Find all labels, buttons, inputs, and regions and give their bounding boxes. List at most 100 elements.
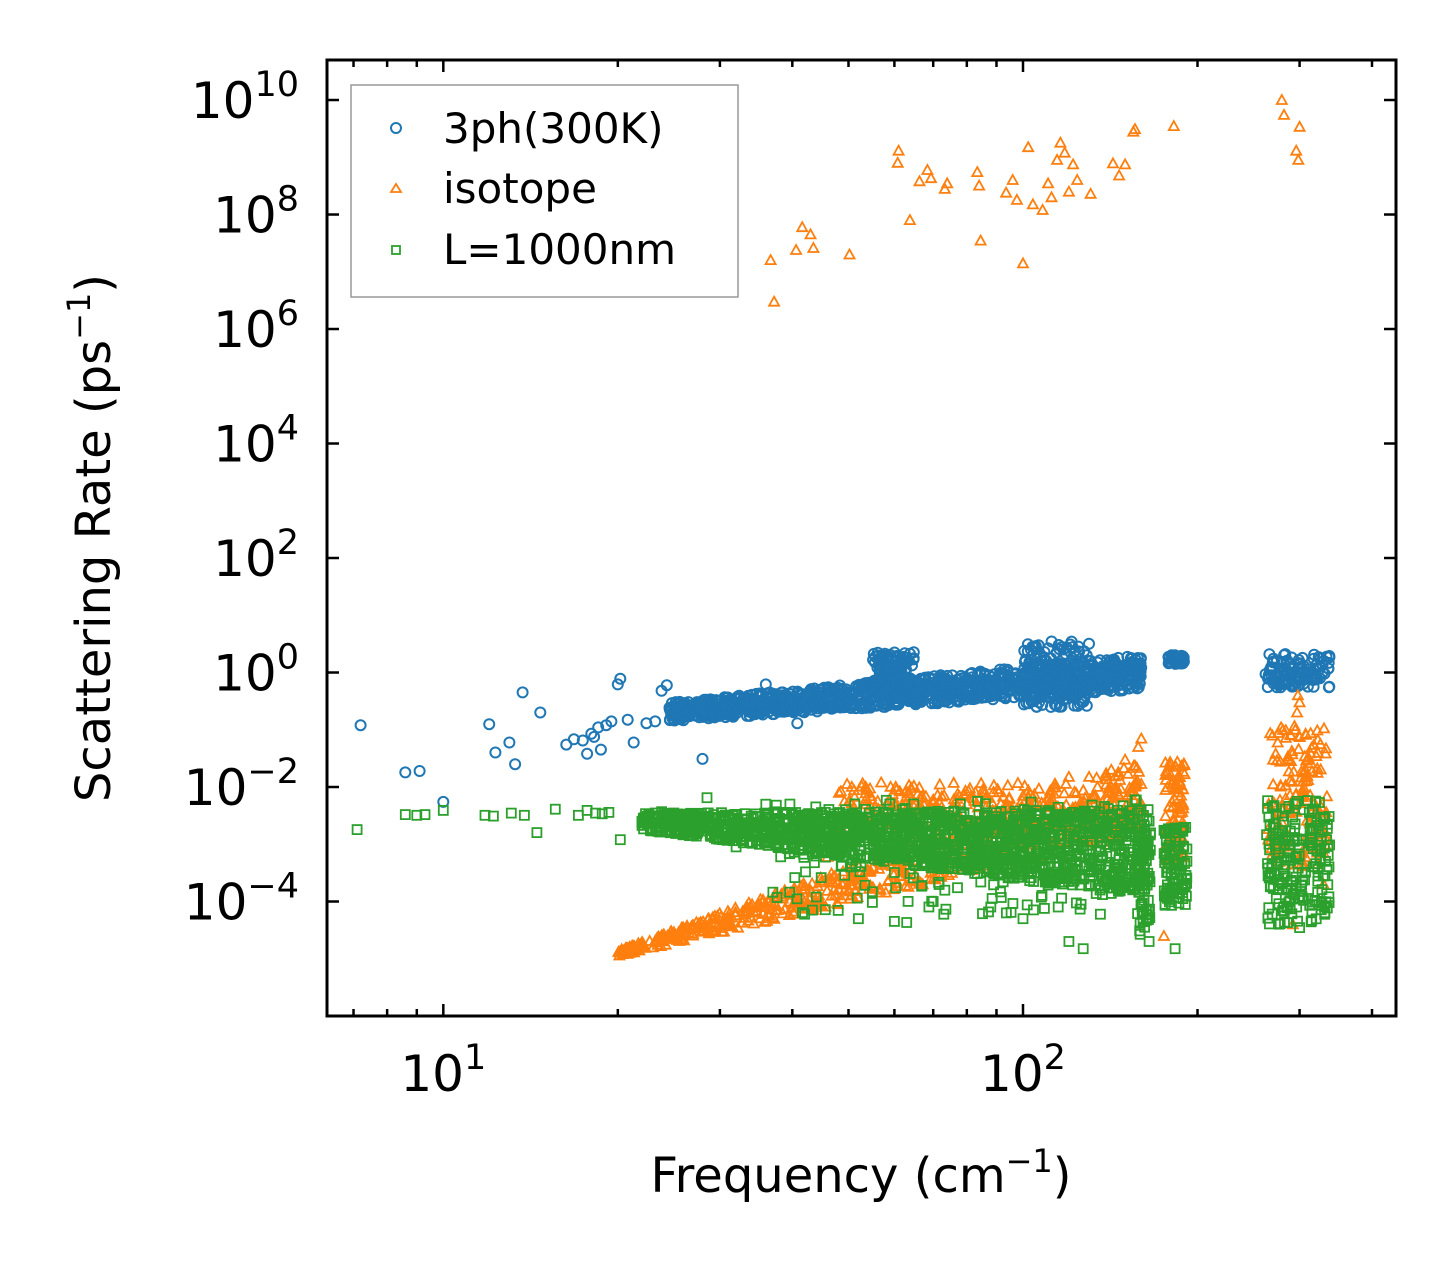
data-point <box>1117 761 1131 774</box>
data-point <box>918 840 930 852</box>
data-point <box>1134 844 1145 856</box>
data-point <box>1027 691 1040 704</box>
data-point <box>1285 775 1299 787</box>
data-point <box>534 706 547 719</box>
data-point <box>904 868 916 879</box>
data-point <box>1012 862 1024 874</box>
data-point <box>948 690 961 703</box>
data-point <box>874 688 886 701</box>
data-point <box>803 882 817 895</box>
data-point <box>1047 839 1059 851</box>
data-point <box>668 807 679 819</box>
data-point <box>1295 667 1307 679</box>
data-point <box>1112 168 1126 181</box>
data-point <box>785 900 799 913</box>
data-point <box>1090 888 1102 899</box>
data-point <box>1082 667 1095 679</box>
data-point <box>815 834 827 846</box>
data-point <box>939 831 950 842</box>
data-point <box>935 863 947 874</box>
data-point <box>867 897 878 908</box>
data-point <box>759 678 772 691</box>
data-point <box>819 904 831 916</box>
data-point <box>1285 744 1299 756</box>
data-point <box>503 736 516 749</box>
data-point <box>728 901 742 913</box>
data-point <box>955 669 968 682</box>
data-point <box>1160 780 1174 793</box>
data-point <box>784 798 796 810</box>
data-point <box>1320 789 1334 802</box>
data-point <box>1060 641 1073 654</box>
data-point <box>859 879 871 891</box>
data-point <box>1118 752 1132 765</box>
data-point <box>896 861 910 874</box>
data-point <box>934 846 946 858</box>
data-point <box>1273 754 1287 767</box>
data-point <box>588 730 601 743</box>
data-point <box>845 858 857 869</box>
data-point <box>1042 805 1054 816</box>
data-point <box>1005 907 1017 918</box>
data-point <box>1008 668 1021 681</box>
data-point <box>1141 814 1153 826</box>
data-point <box>1163 894 1175 905</box>
data-point <box>1131 740 1145 752</box>
data-point <box>631 940 645 953</box>
data-point <box>1279 731 1293 743</box>
data-point <box>823 804 835 815</box>
data-point <box>1090 780 1105 792</box>
data-point <box>1039 903 1050 914</box>
data-point <box>1026 197 1040 210</box>
data-point <box>749 708 762 721</box>
data-point <box>1082 672 1094 685</box>
data-point <box>1085 791 1099 804</box>
data-point <box>1266 752 1280 765</box>
data-point <box>1050 866 1062 878</box>
data-point <box>705 912 719 924</box>
data-point <box>985 671 998 684</box>
data-point <box>874 775 888 788</box>
data-point <box>1163 839 1175 851</box>
data-point <box>1011 810 1022 822</box>
data-point <box>932 860 944 872</box>
data-point <box>1062 184 1076 197</box>
data-point <box>873 665 886 678</box>
data-point <box>1142 894 1154 906</box>
data-point <box>844 689 857 702</box>
data-point <box>920 163 934 175</box>
data-point <box>1161 850 1172 861</box>
data-point <box>1006 173 1020 185</box>
data-point <box>739 808 751 820</box>
data-point <box>1031 805 1042 816</box>
data-point <box>720 911 734 924</box>
data-point <box>977 908 988 920</box>
data-point <box>1180 870 1192 881</box>
data-point <box>1179 899 1191 910</box>
data-point <box>1128 122 1142 134</box>
data-point <box>833 832 845 844</box>
data-point <box>1114 843 1125 854</box>
data-point <box>686 927 700 939</box>
data-point <box>921 683 934 695</box>
data-point <box>720 918 734 930</box>
data-point <box>437 795 450 808</box>
data-point <box>1001 778 1015 791</box>
data-point <box>862 882 876 894</box>
data-point <box>747 829 759 840</box>
data-point <box>1070 173 1084 185</box>
data-point <box>1038 646 1051 658</box>
data-point <box>1080 649 1093 662</box>
data-point <box>771 892 783 903</box>
data-point <box>1008 843 1019 855</box>
data-point <box>972 837 984 849</box>
data-point <box>874 882 888 895</box>
data-point <box>1021 680 1034 693</box>
data-point <box>1059 777 1073 789</box>
data-point <box>1294 764 1309 777</box>
data-point <box>1041 176 1055 189</box>
data-point <box>1069 786 1083 799</box>
data-point <box>649 715 662 728</box>
data-point <box>940 176 954 189</box>
